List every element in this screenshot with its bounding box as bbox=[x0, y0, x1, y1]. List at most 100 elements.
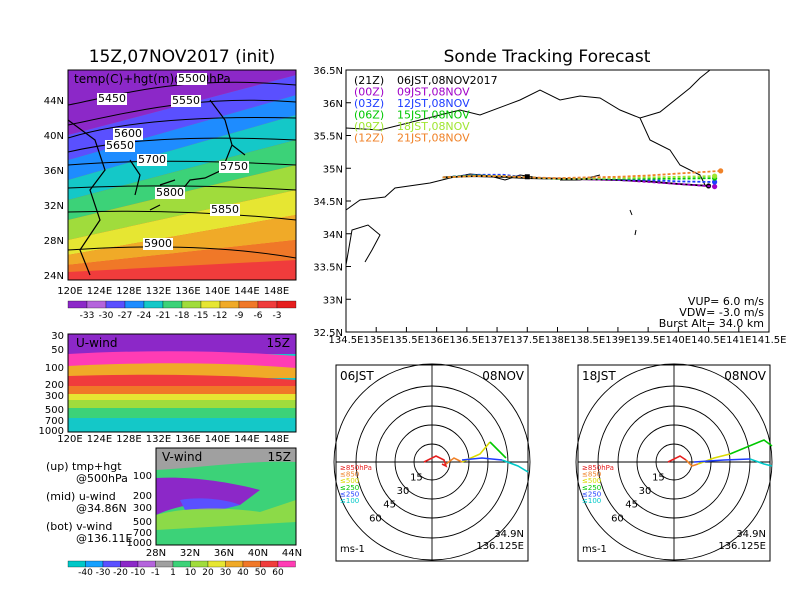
lon-tick: 139E bbox=[605, 335, 630, 346]
polar-unit: ms-1 bbox=[340, 544, 365, 555]
lon-tick: 148E bbox=[264, 286, 289, 297]
colorbar-swatch bbox=[67, 300, 88, 309]
legend-time: 18JST,08NOV bbox=[397, 120, 470, 133]
uwind-frame bbox=[67, 333, 297, 433]
lat-tick: 33.5N bbox=[313, 263, 343, 274]
lat-tick: 32N bbox=[44, 201, 64, 212]
pressure-tick: 30 bbox=[51, 331, 64, 342]
ring-label: 60 bbox=[611, 514, 624, 525]
colorbar-label: -3 bbox=[273, 311, 282, 321]
note-line: (up) tmp+hgt bbox=[46, 460, 122, 473]
lon-tick: 148E bbox=[264, 434, 289, 445]
lat-tick: 34N bbox=[323, 230, 343, 241]
colorbar-label: -9 bbox=[235, 311, 244, 321]
colorbar-swatch bbox=[137, 560, 156, 568]
lat-tick: 24N bbox=[44, 271, 64, 282]
lat-tick: 28N bbox=[146, 548, 166, 559]
contour-label-bg bbox=[171, 95, 201, 107]
level-label: ≤250 bbox=[582, 490, 601, 498]
note-line: @136.11E bbox=[76, 532, 132, 545]
pressure-tick: 700 bbox=[133, 528, 152, 539]
level-label: ≥850hPa bbox=[582, 464, 614, 472]
lon-tick: 140E bbox=[666, 335, 691, 346]
colorbar-swatch bbox=[181, 300, 202, 309]
lat-tick: 40N bbox=[44, 131, 64, 142]
lon-tick: 138E bbox=[545, 335, 570, 346]
level-label: ≤850 bbox=[340, 471, 359, 479]
lat-tick: 44N bbox=[44, 96, 64, 107]
ring-label: 45 bbox=[625, 499, 638, 510]
contour-label-bg bbox=[97, 93, 127, 105]
vdw-text: VDW= -3.0 m/s bbox=[679, 306, 764, 319]
colorbar-label: -30 bbox=[99, 311, 114, 321]
contour-label: 5450 bbox=[98, 92, 126, 105]
level-label: ≤250 bbox=[340, 484, 359, 492]
polar-time: 06JST bbox=[340, 369, 374, 383]
lat-tick: 33N bbox=[323, 295, 343, 306]
uwind-panel bbox=[68, 334, 296, 432]
hodograph-segment bbox=[461, 457, 503, 461]
ring-label: 60 bbox=[369, 514, 382, 525]
lon-tick: 144E bbox=[234, 434, 259, 445]
ring-label: 45 bbox=[383, 499, 396, 510]
ring-label: 15 bbox=[410, 473, 423, 484]
hodograph-segment bbox=[749, 458, 773, 467]
hodograph-segment bbox=[445, 457, 463, 465]
lat-tick: 34.5N bbox=[313, 197, 343, 208]
legend-time: 21JST,08NOV bbox=[397, 132, 470, 145]
contour-label-bg bbox=[143, 238, 173, 250]
colorbar-label: 60 bbox=[272, 568, 284, 578]
contour-label-bg bbox=[210, 204, 240, 216]
colorbar-swatch bbox=[124, 300, 145, 309]
colorbar-swatch bbox=[257, 300, 278, 309]
contour-label-bg bbox=[155, 187, 185, 199]
lat-tick: 36N bbox=[44, 166, 64, 177]
lat-tick: 32.5N bbox=[313, 328, 343, 339]
colorbar-label: 40 bbox=[237, 568, 249, 578]
lon-tick: 141E bbox=[726, 335, 751, 346]
colorbar-swatch bbox=[102, 560, 121, 568]
map500-lat-ticks: 44N 40N 36N 32N 28N 24N bbox=[44, 96, 64, 282]
lon-tick: 124E bbox=[87, 434, 112, 445]
polar-date: 08NOV bbox=[724, 369, 766, 383]
contour-label: 5550 bbox=[172, 94, 200, 107]
polar-lon: 136.125E bbox=[476, 541, 524, 552]
lat-tick: 36.5N bbox=[313, 66, 343, 77]
lon-tick: 128E bbox=[116, 286, 141, 297]
wind-colorbar: -40 -30 -20 -10 -1 1 10 20 30 40 50 60 bbox=[67, 560, 296, 578]
contour-label-bg bbox=[105, 140, 135, 152]
pressure-tick: 200 bbox=[133, 491, 152, 502]
colorbar-swatch bbox=[105, 300, 126, 309]
legend-time: 12JST,08NOV bbox=[397, 97, 470, 110]
colorbar-swatch bbox=[67, 560, 86, 568]
colorbar-swatch bbox=[85, 560, 104, 568]
colorbar-swatch bbox=[219, 300, 240, 309]
track-lat-ticks: 36.5N 36N 35.5N 35N 34.5N 34N 33.5N 33N 32.5N bbox=[313, 66, 351, 339]
ring-label: 15 bbox=[652, 473, 665, 484]
level-label: ≤250 bbox=[582, 484, 601, 492]
legend-code: (09Z) bbox=[354, 120, 384, 133]
pressure-tick: 300 bbox=[45, 391, 64, 402]
map500-frame bbox=[67, 69, 297, 281]
colorbar-swatch bbox=[207, 560, 226, 568]
hodograph-segment bbox=[729, 439, 773, 455]
lon-tick: 137.5E bbox=[510, 335, 545, 346]
legend-time: 09JST,08NOV bbox=[397, 86, 470, 99]
contour-label: 5500 bbox=[178, 72, 206, 85]
lon-tick: 140E bbox=[205, 286, 230, 297]
colorbar-label: 30 bbox=[220, 568, 232, 578]
hodograph-segment bbox=[667, 455, 687, 463]
hodograph-segment bbox=[693, 458, 751, 463]
pressure-tick: 500 bbox=[45, 405, 64, 416]
hodograph-segment bbox=[501, 459, 529, 473]
colorbar-label: -10 bbox=[131, 568, 146, 578]
lat-tick: 36N bbox=[323, 99, 343, 110]
lat-tick: 35.5N bbox=[313, 132, 343, 143]
lon-tick: 132E bbox=[146, 286, 171, 297]
colorbar-swatch bbox=[162, 300, 183, 309]
colorbar-label: -1 bbox=[151, 568, 160, 578]
colorbar-swatch bbox=[120, 560, 139, 568]
hodograph-segment bbox=[489, 441, 507, 459]
